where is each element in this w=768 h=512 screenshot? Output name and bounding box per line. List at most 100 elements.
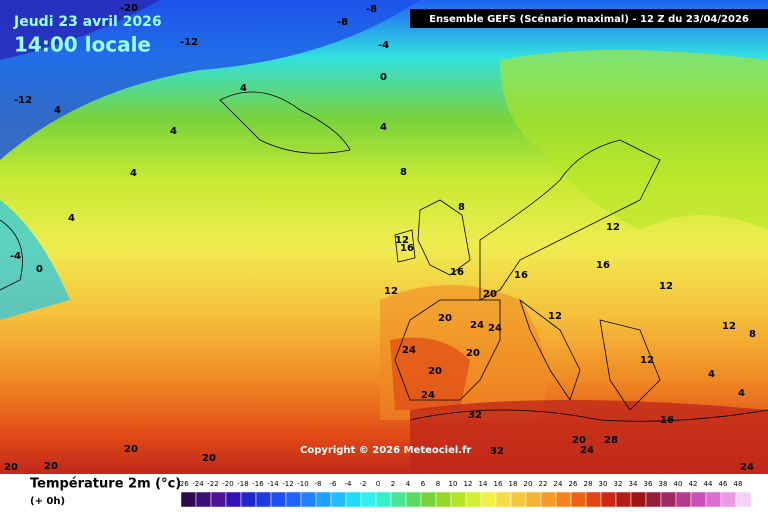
color-step: [645, 491, 662, 508]
temperature-label: 24: [580, 445, 594, 456]
step-label: 20: [524, 480, 533, 488]
color-step: [690, 491, 707, 508]
step-label: 32: [614, 480, 623, 488]
step-label: 4: [406, 480, 411, 488]
color-step: [735, 491, 752, 508]
step-label: 24: [554, 480, 563, 488]
temperature-label: -4: [10, 251, 21, 262]
color-step: [420, 491, 437, 508]
step-label: -26: [177, 480, 189, 488]
color-step: [495, 491, 512, 508]
temperature-label: 24: [402, 345, 416, 356]
temperature-label: -8: [366, 4, 377, 15]
step-label: -6: [330, 480, 338, 488]
color-step: [720, 491, 737, 508]
color-step: [705, 491, 722, 508]
step-label: -18: [237, 480, 248, 488]
temperature-label: 4: [68, 213, 75, 224]
color-step: [435, 491, 452, 508]
color-step: [630, 491, 647, 508]
temperature-label: 12: [395, 235, 409, 246]
step-label: -12: [282, 480, 293, 488]
temperature-label: 16: [514, 270, 528, 281]
temperature-label: 0: [36, 264, 43, 275]
color-step: [660, 491, 677, 508]
color-step: [480, 491, 497, 508]
temperature-label: 4: [240, 83, 247, 94]
step-label: 28: [584, 480, 593, 488]
temperature-label: 20: [483, 289, 497, 300]
temperature-label: 20: [428, 366, 442, 377]
temperature-label: 12: [384, 286, 398, 297]
step-label: -16: [252, 480, 264, 488]
temperature-label: 20: [44, 461, 58, 472]
step-label: 10: [449, 480, 458, 488]
temperature-label: 32: [490, 446, 504, 457]
temperature-label: -20: [120, 3, 138, 14]
legend-title: Température 2m (°c): [30, 477, 181, 492]
step-label: 22: [539, 480, 548, 488]
step-label: 8: [436, 480, 440, 488]
cold-region: [0, 0, 420, 160]
coastlines: [0, 91, 768, 422]
color-step: [540, 491, 557, 508]
color-step: [570, 491, 587, 508]
temperature-label: 12: [722, 321, 736, 332]
cold-core: [0, 0, 160, 60]
step-label: 30: [599, 480, 608, 488]
color-step: [465, 491, 482, 508]
header-box: [410, 9, 768, 28]
step-label: 2: [391, 480, 395, 488]
step-label: 16: [494, 480, 503, 488]
temperature-label: 4: [170, 126, 177, 137]
color-step: [180, 491, 197, 508]
model-title: Ensemble GEFS (Scénario maximal) - 12 Z …: [429, 13, 749, 25]
color-step: [555, 491, 572, 508]
temperature-label: 24: [488, 323, 502, 334]
temperature-label: 12: [548, 311, 562, 322]
step-label: 0: [376, 480, 380, 488]
step-label: 6: [421, 480, 426, 488]
temperature-label: -12: [180, 37, 198, 48]
temperature-label: 12: [659, 281, 673, 292]
temperature-label: 16: [400, 243, 414, 254]
colorbar: -26 -24 -22 -20 -18 -16 -14 -12 -10 -8 -6 -4 -2 0 2 4 6 8…: [177, 480, 752, 508]
temperature-label: 28: [604, 435, 618, 446]
temperature-label: 20: [572, 435, 586, 446]
color-step: [600, 491, 617, 508]
land-field: [500, 50, 768, 230]
temperature-label: 16: [450, 267, 464, 278]
color-step: [525, 491, 542, 508]
temperature-label: 20: [438, 313, 452, 324]
color-step: [270, 491, 287, 508]
temperature-label: 20: [202, 453, 216, 464]
color-step: [285, 491, 302, 508]
temperature-label: 4: [54, 105, 61, 116]
temperature-label: 32: [468, 410, 482, 421]
date: Jeudi 23 avril 2026: [13, 14, 162, 30]
step-label: 36: [644, 480, 653, 488]
color-step: [315, 491, 332, 508]
temperature-label: -8: [337, 17, 348, 28]
temperature-label: 20: [124, 444, 138, 455]
color-step: [225, 491, 242, 508]
color-step: [450, 491, 467, 508]
temperature-label: -12: [14, 95, 32, 106]
legend-subtitle: (+ 0h): [30, 496, 65, 507]
color-step: [300, 491, 317, 508]
temperature-label: 4: [708, 369, 715, 380]
temperature-label: 16: [660, 415, 674, 426]
step-label: 14: [479, 480, 488, 488]
color-step: [360, 491, 377, 508]
color-step: [345, 491, 362, 508]
temperature-label: 24: [740, 462, 754, 473]
temperature-label: -4: [378, 40, 389, 51]
temperature-label: 20: [4, 462, 18, 473]
temperature-label: 8: [749, 329, 756, 340]
temperature-label: 12: [606, 222, 620, 233]
copyright: Copyright © 2026 Meteociel.fr: [300, 445, 471, 456]
step-label: 48: [734, 480, 743, 488]
temperature-label: 20: [466, 348, 480, 359]
